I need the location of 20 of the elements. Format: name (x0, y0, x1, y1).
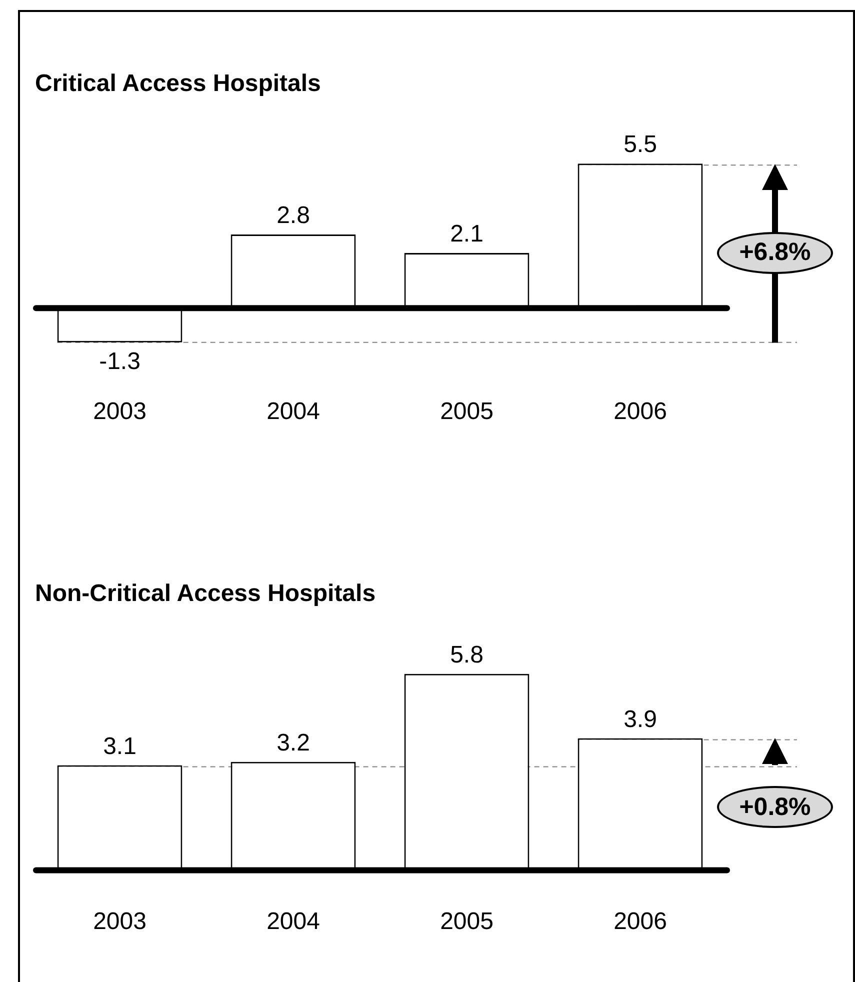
annotation: +6.8% (717, 232, 833, 274)
x-tick-label: 2006 (614, 398, 667, 426)
data-label: 3.2 (276, 730, 310, 757)
x-tick-label: 2005 (440, 398, 494, 426)
x-tick-label: 2006 (614, 908, 667, 936)
data-label: 2.1 (450, 220, 484, 248)
data-label: 5.5 (624, 131, 657, 158)
data-label: 3.1 (103, 732, 136, 760)
x-tick-label: 2005 (440, 908, 494, 936)
x-tick-label: 2004 (266, 398, 320, 426)
data-label: 2.8 (276, 202, 310, 230)
x-tick-label: 2004 (266, 908, 320, 936)
chart-title: Critical Access Hospitals (35, 70, 321, 98)
x-tick-label: 2003 (93, 908, 146, 936)
chart-title: Non-Critical Access Hospitals (35, 580, 376, 608)
data-label: 3.9 (624, 706, 657, 733)
x-tick-label: 2003 (93, 398, 146, 426)
data-label: 5.8 (450, 642, 484, 669)
annotation: +0.8% (717, 786, 833, 828)
data-label: -1.3 (99, 348, 140, 375)
